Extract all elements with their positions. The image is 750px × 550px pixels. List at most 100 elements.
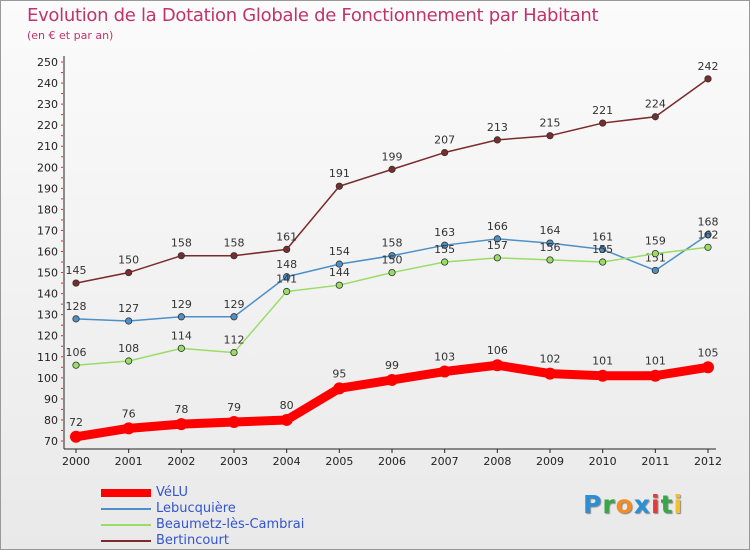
data-point (441, 241, 449, 249)
data-point (125, 357, 133, 365)
y-tick-label: 80 (44, 414, 58, 427)
data-point (335, 182, 343, 190)
proxiti-logo: Proxiti (583, 490, 683, 519)
data-label: 72 (69, 416, 83, 429)
data-point (283, 287, 291, 296)
data-label: 95 (332, 367, 346, 380)
chart-subtitle: (en € et par an) (27, 29, 114, 42)
data-label: 144 (329, 266, 350, 279)
y-tick-label: 220 (37, 119, 58, 132)
data-point (388, 268, 396, 277)
data-label: 163 (434, 226, 455, 239)
data-label: 76 (122, 407, 136, 420)
data-label: 221 (592, 104, 613, 117)
data-label: 101 (645, 355, 666, 368)
data-label: 127 (118, 302, 139, 315)
data-point (704, 231, 712, 239)
data-point (388, 165, 396, 173)
data-label: 114 (171, 329, 192, 342)
x-tick-label: 2006 (378, 455, 406, 468)
y-tick-label: 70 (44, 435, 58, 448)
legend-label: Beaumetz-lès-Cambrai (156, 517, 305, 532)
data-label: 166 (487, 220, 508, 233)
data-point (651, 266, 659, 275)
x-tick-label: 2002 (167, 455, 195, 468)
data-label: 129 (224, 298, 245, 311)
legend-swatch (101, 489, 151, 497)
data-point (491, 359, 504, 372)
data-point (438, 365, 451, 378)
data-point (596, 369, 609, 382)
data-point (70, 430, 82, 443)
data-point (125, 268, 133, 277)
data-label: 112 (224, 334, 245, 347)
data-point (335, 281, 343, 289)
data-label: 103 (434, 351, 455, 364)
data-label: 150 (382, 254, 403, 267)
x-tick-label: 2001 (115, 455, 143, 468)
logo-letter: o (615, 490, 634, 519)
data-point (546, 239, 554, 247)
x-tick-label: 2011 (641, 455, 669, 468)
y-tick-label: 250 (37, 56, 58, 69)
data-point (177, 313, 185, 321)
data-point (544, 367, 556, 380)
data-point (177, 344, 185, 352)
y-tick-label: 120 (37, 330, 58, 343)
legend-swatch (101, 524, 151, 526)
series-v-lu: 72 76 78 79 80 95 99 103 106 102 101 101 105 (69, 344, 719, 443)
data-label: 79 (227, 401, 241, 414)
data-point (388, 252, 396, 260)
series-bertincourt: 145 150 158 158 161 191 199 207 213 215 221 224 242 (66, 60, 719, 287)
x-tick-label: 2007 (431, 455, 459, 468)
data-point (649, 369, 662, 382)
data-point (386, 373, 398, 386)
data-point (441, 148, 449, 157)
y-tick-label: 90 (44, 393, 58, 406)
y-tick-label: 190 (37, 182, 58, 195)
data-label: 155 (592, 243, 613, 256)
data-label: 156 (540, 241, 561, 254)
data-point (72, 361, 80, 369)
y-tick-label: 140 (37, 288, 58, 301)
y-tick-label: 150 (37, 267, 58, 280)
data-label: 99 (385, 359, 399, 372)
data-label: 155 (434, 243, 455, 256)
y-tick-label: 170 (37, 224, 58, 237)
data-point (280, 413, 293, 426)
x-tick-label: 2005 (325, 455, 353, 468)
y-tick-label: 200 (37, 161, 58, 174)
y-tick-label: 100 (37, 372, 58, 385)
data-label: 157 (487, 239, 508, 252)
data-point (335, 260, 343, 268)
data-point (283, 245, 291, 253)
data-label: 128 (66, 300, 87, 313)
data-point (599, 258, 607, 266)
data-point (228, 416, 240, 429)
y-tick-label: 160 (37, 246, 58, 259)
data-point (122, 422, 135, 435)
data-label: 150 (118, 254, 139, 267)
data-point (230, 313, 238, 321)
data-label: 102 (540, 353, 561, 366)
data-label: 106 (66, 346, 87, 359)
logo-letter: r (602, 490, 616, 519)
data-label: 191 (329, 167, 350, 180)
data-point (493, 136, 501, 144)
data-label: 161 (276, 230, 297, 243)
data-label: 78 (174, 403, 188, 416)
data-label: 105 (698, 346, 719, 359)
logo-letter: i (673, 490, 684, 519)
data-label: 213 (487, 121, 508, 134)
legend-label: Bertincourt (156, 533, 229, 548)
data-point (704, 243, 712, 251)
data-label: 101 (592, 355, 613, 368)
data-label: 148 (276, 258, 297, 271)
data-point (72, 279, 80, 287)
data-label: 80 (280, 399, 294, 412)
data-point (546, 132, 554, 140)
x-tick-label: 2003 (220, 455, 248, 468)
